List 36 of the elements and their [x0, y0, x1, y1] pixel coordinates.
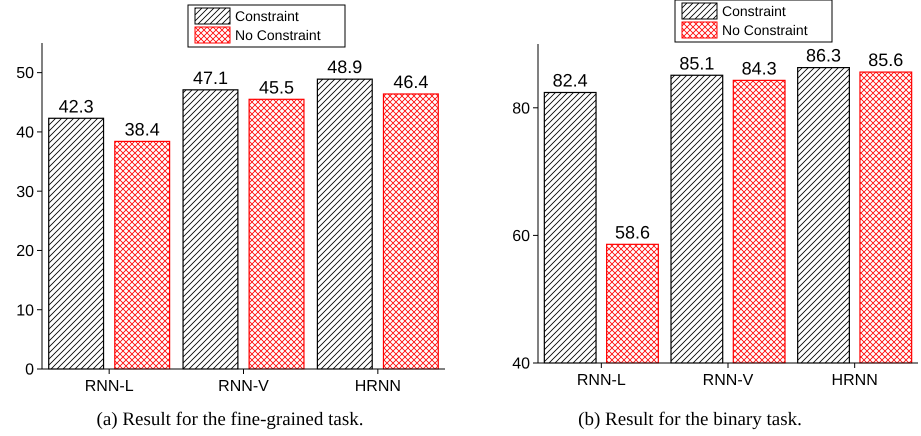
y-tick-label: 10: [16, 302, 34, 320]
legend-label: No Constraint: [722, 22, 808, 38]
x-tick-label: HRNN: [832, 372, 878, 389]
x-tick-label: RNN-V: [218, 378, 270, 395]
data-label: 58.6: [614, 222, 650, 242]
data-label: 86.3: [806, 46, 842, 66]
data-label: 85.1: [679, 53, 714, 74]
legend-label: Constraint: [722, 2, 786, 19]
y-tick-label: 60: [512, 228, 530, 245]
y-tick-label: 20: [16, 243, 34, 260]
bar: [114, 140, 170, 370]
y-tick-label: 50: [16, 65, 34, 82]
x-tick-label: RNN-L: [84, 378, 134, 395]
bar: [248, 98, 305, 370]
text: (a) Result for the fine-grained task.: [96, 409, 364, 430]
y-tick-label: 80: [512, 100, 530, 118]
data-label: 45.5: [259, 77, 294, 98]
y-tick-label: 0: [25, 362, 34, 379]
data-label: 85.6: [868, 50, 904, 70]
data-label: 46.4: [393, 72, 428, 92]
bar: [382, 93, 439, 370]
x-tick-label: RNN-V: [702, 372, 754, 389]
y-tick-label: 40: [16, 124, 34, 142]
legend-label: Constraint: [235, 8, 299, 24]
x-tick-label: RNN-L: [576, 372, 626, 389]
y-tick-label: 30: [16, 184, 34, 201]
data-label: 82.4: [552, 70, 588, 90]
x-tick-label: HRNN: [354, 378, 401, 395]
data-label: 47.1: [192, 68, 228, 88]
legend-label: No Constraint: [235, 26, 321, 43]
data-label: 84.3: [742, 58, 777, 78]
data-label: 48.9: [327, 57, 362, 78]
data-label: 42.3: [58, 96, 94, 116]
data-label: 38.4: [124, 119, 160, 140]
text: (b) Result for the binary task.: [578, 409, 802, 430]
y-tick-label: 40: [512, 356, 530, 373]
